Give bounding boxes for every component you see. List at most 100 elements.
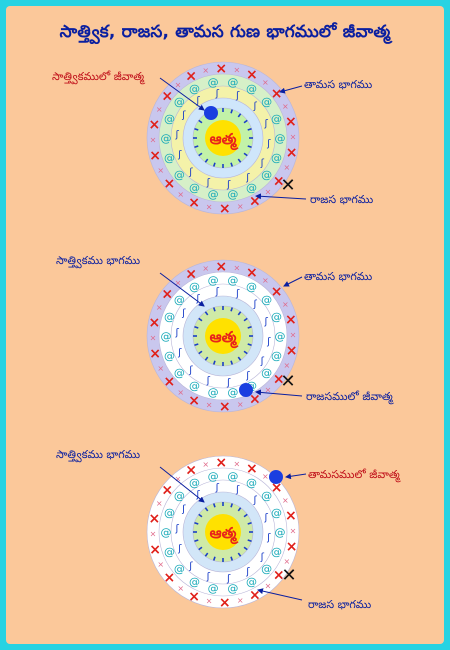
small-cross-mark: × [206, 203, 213, 212]
tamas-cross-mark: × [219, 595, 231, 611]
sattva-swirl-mark: ʃ [266, 337, 271, 348]
diagram-3-sattva-label: సాత్త్వికము భాగము [56, 448, 140, 463]
sattva-swirl-mark: ʃ [252, 495, 257, 506]
core-dash-mark [230, 360, 234, 365]
rajas-spiral-mark: @ [208, 470, 219, 483]
tamas-cross-mark: × [285, 312, 297, 328]
core-dash-mark [247, 539, 252, 543]
diagram-2-rajas-arrow [255, 389, 303, 397]
core-dash-mark [204, 158, 209, 163]
rajas-spiral-mark: @ [174, 95, 185, 108]
sattva-swirl-mark: ʃ [175, 523, 180, 534]
small-cross-mark: × [177, 388, 184, 397]
diagram-2-tamas-arrow [283, 276, 303, 287]
diagram-1-tamas-label: తామస భాగము [304, 78, 372, 91]
rajas-spiral-mark: @ [164, 151, 175, 164]
core-dash-mark [230, 556, 234, 561]
core-dash-mark [204, 507, 209, 512]
core-dash-mark [237, 113, 242, 118]
diagram-1-atma-label: ఆత్మ [210, 130, 240, 151]
tamas-cross-mark: × [161, 483, 173, 499]
core-dash-mark [194, 521, 199, 525]
diagram-3-marks: ×××××××××× × ××××××××××××× ××××@@@@@@@@@@@@… [149, 455, 298, 611]
core-dash-mark [230, 162, 234, 167]
small-cross-mark: × [157, 364, 164, 373]
tamas-cross-mark: × [185, 267, 197, 283]
tamas-cross-mark: × [219, 399, 231, 415]
diagram-1-black-cross: ✕ [280, 175, 295, 196]
tamas-cross-mark: × [163, 176, 175, 192]
tamas-cross-mark: × [188, 195, 200, 211]
diagram-3-rings [146, 455, 300, 609]
diagram-2-atma-label: ఆత్మ [210, 328, 240, 349]
rajas-spiral-mark: @ [261, 367, 272, 380]
rajas-spiral-mark: @ [161, 526, 172, 539]
core-dash-mark [204, 311, 209, 316]
small-cross-mark: × [206, 401, 213, 410]
core-dash-mark [230, 503, 234, 508]
tamas-cross-mark: × [286, 343, 298, 359]
sattva-swirl-mark: ʃ [226, 378, 231, 389]
diagram-3-sattva-arrow [159, 466, 205, 503]
tamas-cross-mark: × [249, 391, 261, 407]
small-cross-mark: × [156, 499, 163, 508]
tamas-cross-mark: × [163, 570, 175, 586]
tamas-cross-mark: × [249, 193, 261, 209]
rajas-spiral-mark: @ [227, 76, 238, 89]
tamas-cross-mark: × [271, 480, 283, 496]
diagram-1-tamas-arrow [279, 85, 303, 94]
small-cross-mark: × [265, 386, 272, 395]
sattva-swirl-mark: ʃ [175, 129, 180, 140]
tamas-cross-mark: × [149, 117, 161, 133]
sattva-swirl-mark: ʃ [264, 512, 269, 523]
small-cross-mark: × [234, 459, 241, 468]
small-cross-mark: × [150, 136, 157, 145]
tamas-cross-mark: × [161, 89, 173, 105]
core-dash-mark [237, 311, 242, 316]
tamas-cross-mark: × [149, 346, 161, 362]
tamas-cross-mark: × [271, 284, 283, 300]
tamas-cross-mark: × [215, 259, 227, 275]
core-dash-mark [247, 521, 252, 525]
rajas-spiral-mark: @ [227, 188, 238, 201]
sattva-swirl-mark: ʃ [235, 288, 240, 299]
small-cross-mark: × [282, 300, 289, 309]
core-dash-mark [247, 343, 252, 347]
core-dash-mark [247, 325, 252, 329]
rajas-spiral-mark: @ [189, 477, 200, 490]
rajas-spiral-mark: @ [246, 477, 257, 490]
core-dash-mark [212, 162, 216, 167]
small-cross-mark: × [156, 105, 163, 114]
small-cross-mark: × [262, 472, 269, 481]
core-dash-mark [243, 317, 248, 322]
diagram-3-tamas-arrow [285, 473, 307, 480]
diagram-1-rajas-label: రాజస భాగము [310, 193, 373, 206]
tamas-cross-mark: × [185, 69, 197, 85]
sattva-swirl-mark: ʃ [264, 118, 269, 129]
sattva-swirl-mark: ʃ [175, 327, 180, 338]
sattva-swirl-mark: ʃ [188, 561, 193, 572]
diagram-3-atma-core [205, 514, 241, 550]
rajas-spiral-mark: @ [174, 169, 185, 182]
core-dash-mark [212, 556, 216, 561]
small-cross-mark: × [175, 278, 182, 287]
small-cross-mark: × [290, 132, 297, 141]
rajas-spiral-mark: @ [246, 83, 257, 96]
sattva-swirl-mark: ʃ [252, 299, 257, 310]
small-cross-mark: × [283, 163, 290, 172]
tamas-cross-mark: × [246, 67, 258, 83]
tamas-cross-mark: × [273, 567, 285, 583]
diagram-1-jiva-dot [204, 106, 218, 120]
rajas-spiral-mark: @ [208, 274, 219, 287]
rajas-spiral-mark: @ [271, 151, 282, 164]
small-cross-mark: × [290, 330, 297, 339]
diagram-1-sattva-arrow [159, 77, 205, 111]
rajas-spiral-mark: @ [227, 470, 238, 483]
small-cross-mark: × [202, 460, 209, 469]
rajas-spiral-mark: @ [164, 507, 175, 520]
core-dash-mark [198, 119, 203, 124]
diagram-3: ×××××××××× × ××××××××××××× ××××@@@@@@@@@@@@… [56, 448, 402, 611]
core-dash-mark [243, 119, 248, 124]
small-cross-mark: × [282, 496, 289, 505]
